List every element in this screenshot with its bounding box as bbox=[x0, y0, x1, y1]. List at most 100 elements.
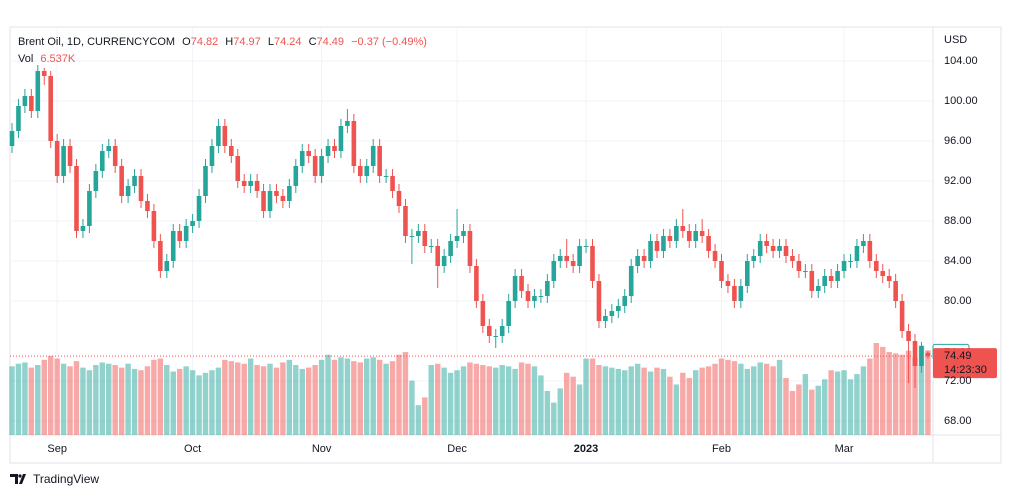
candle-body bbox=[757, 241, 763, 256]
candle-body bbox=[822, 276, 827, 286]
candle-body bbox=[912, 341, 918, 366]
candle-body bbox=[467, 231, 473, 266]
volume-bar bbox=[576, 384, 583, 435]
candle-body bbox=[261, 191, 266, 211]
currency: USD bbox=[944, 34, 967, 46]
volume-bar bbox=[318, 359, 325, 435]
candle-body bbox=[67, 146, 73, 166]
candle-body bbox=[80, 226, 86, 231]
volume-bar bbox=[189, 370, 196, 435]
candle-body bbox=[22, 96, 28, 106]
x-tick-label: 2023 bbox=[574, 443, 598, 455]
x-tick-label: Dec bbox=[447, 443, 467, 455]
volume-bar bbox=[325, 354, 331, 435]
volume-bar bbox=[22, 362, 28, 435]
candle-body bbox=[248, 181, 253, 186]
candle-body bbox=[325, 146, 331, 156]
volume-bar bbox=[525, 363, 531, 435]
volume-bar bbox=[628, 366, 634, 435]
candle-body bbox=[132, 176, 137, 186]
volume-bar bbox=[557, 388, 563, 435]
candle-body bbox=[828, 276, 834, 281]
candle-body bbox=[557, 256, 563, 261]
volume-pane bbox=[9, 343, 931, 435]
candle-body bbox=[16, 106, 21, 131]
y-tick-label: 84.00 bbox=[944, 255, 972, 267]
volume-bar bbox=[254, 365, 260, 435]
volume-bar bbox=[112, 365, 118, 435]
candle-body bbox=[777, 246, 782, 251]
volume-bar bbox=[667, 376, 673, 435]
volume-bar bbox=[854, 374, 860, 435]
volume-bar bbox=[15, 363, 22, 435]
volume-bar bbox=[460, 366, 467, 435]
symbol: Brent Oil, 1D, CURRENCYCOM bbox=[18, 36, 175, 48]
candle-body bbox=[783, 246, 789, 256]
candle-pane bbox=[9, 65, 931, 388]
candle-body bbox=[119, 166, 124, 196]
volume-bar bbox=[235, 362, 241, 435]
candle-body bbox=[880, 271, 886, 276]
candle-body bbox=[899, 301, 905, 331]
volume-bar bbox=[686, 377, 692, 435]
x-tick-label: Mar bbox=[835, 443, 854, 455]
candle-body bbox=[332, 146, 337, 151]
volume-bar bbox=[80, 367, 86, 435]
volume-bar bbox=[9, 366, 15, 435]
y-tick-label: 68.00 bbox=[944, 415, 972, 427]
candle-body bbox=[416, 231, 421, 236]
candle-body bbox=[138, 176, 144, 201]
volume-readout: 6.537K bbox=[40, 53, 76, 65]
candle-body bbox=[125, 186, 131, 196]
open-value: 74.82 bbox=[191, 36, 219, 48]
candle-body bbox=[648, 241, 653, 261]
change-percent: (−0.49%) bbox=[382, 36, 427, 48]
candle-body bbox=[796, 261, 802, 271]
candle-body bbox=[461, 231, 466, 236]
volume-bar bbox=[654, 367, 660, 435]
volume-bar bbox=[164, 365, 170, 435]
candle-body bbox=[100, 151, 105, 171]
candle-body bbox=[622, 296, 628, 306]
candle-body bbox=[158, 241, 163, 271]
volume-bar bbox=[789, 390, 796, 435]
candle-body bbox=[364, 166, 370, 176]
candle-body bbox=[370, 146, 376, 166]
candle-body bbox=[667, 236, 673, 241]
volume-bar bbox=[35, 365, 41, 435]
candle-body bbox=[570, 261, 576, 266]
candle-body bbox=[745, 261, 750, 286]
volume-bar bbox=[138, 370, 144, 435]
candle-body bbox=[841, 261, 847, 271]
y-tick-label: 92.00 bbox=[944, 175, 972, 187]
volume-bar bbox=[718, 358, 725, 435]
volume-bar bbox=[222, 359, 228, 435]
volume-bar bbox=[899, 354, 905, 435]
volume-bar bbox=[273, 367, 280, 435]
x-tick-label: Oct bbox=[184, 443, 201, 455]
candle-body bbox=[764, 241, 769, 246]
candle-body bbox=[54, 141, 60, 176]
volume-bar bbox=[892, 353, 899, 435]
candle-body bbox=[351, 121, 357, 166]
candle-body bbox=[616, 306, 621, 311]
candle-body bbox=[674, 226, 679, 241]
candle-body bbox=[306, 151, 311, 156]
volume-bar bbox=[267, 363, 273, 435]
volume-bar bbox=[170, 371, 176, 435]
volume-bar bbox=[757, 362, 763, 435]
candle-body bbox=[770, 246, 776, 251]
volume-bar bbox=[454, 370, 460, 435]
volume-bar bbox=[880, 346, 886, 435]
volume-bar bbox=[615, 368, 622, 435]
candle-body bbox=[112, 146, 118, 166]
volume-bar bbox=[60, 363, 67, 435]
candle-body bbox=[87, 191, 92, 226]
volume-bar bbox=[99, 362, 106, 435]
volume-bar bbox=[312, 365, 318, 435]
candle-body bbox=[170, 231, 176, 261]
candle-body bbox=[203, 166, 208, 196]
volume-title: Vol bbox=[18, 53, 33, 65]
candle-body bbox=[596, 281, 602, 321]
candle-body bbox=[854, 246, 860, 261]
